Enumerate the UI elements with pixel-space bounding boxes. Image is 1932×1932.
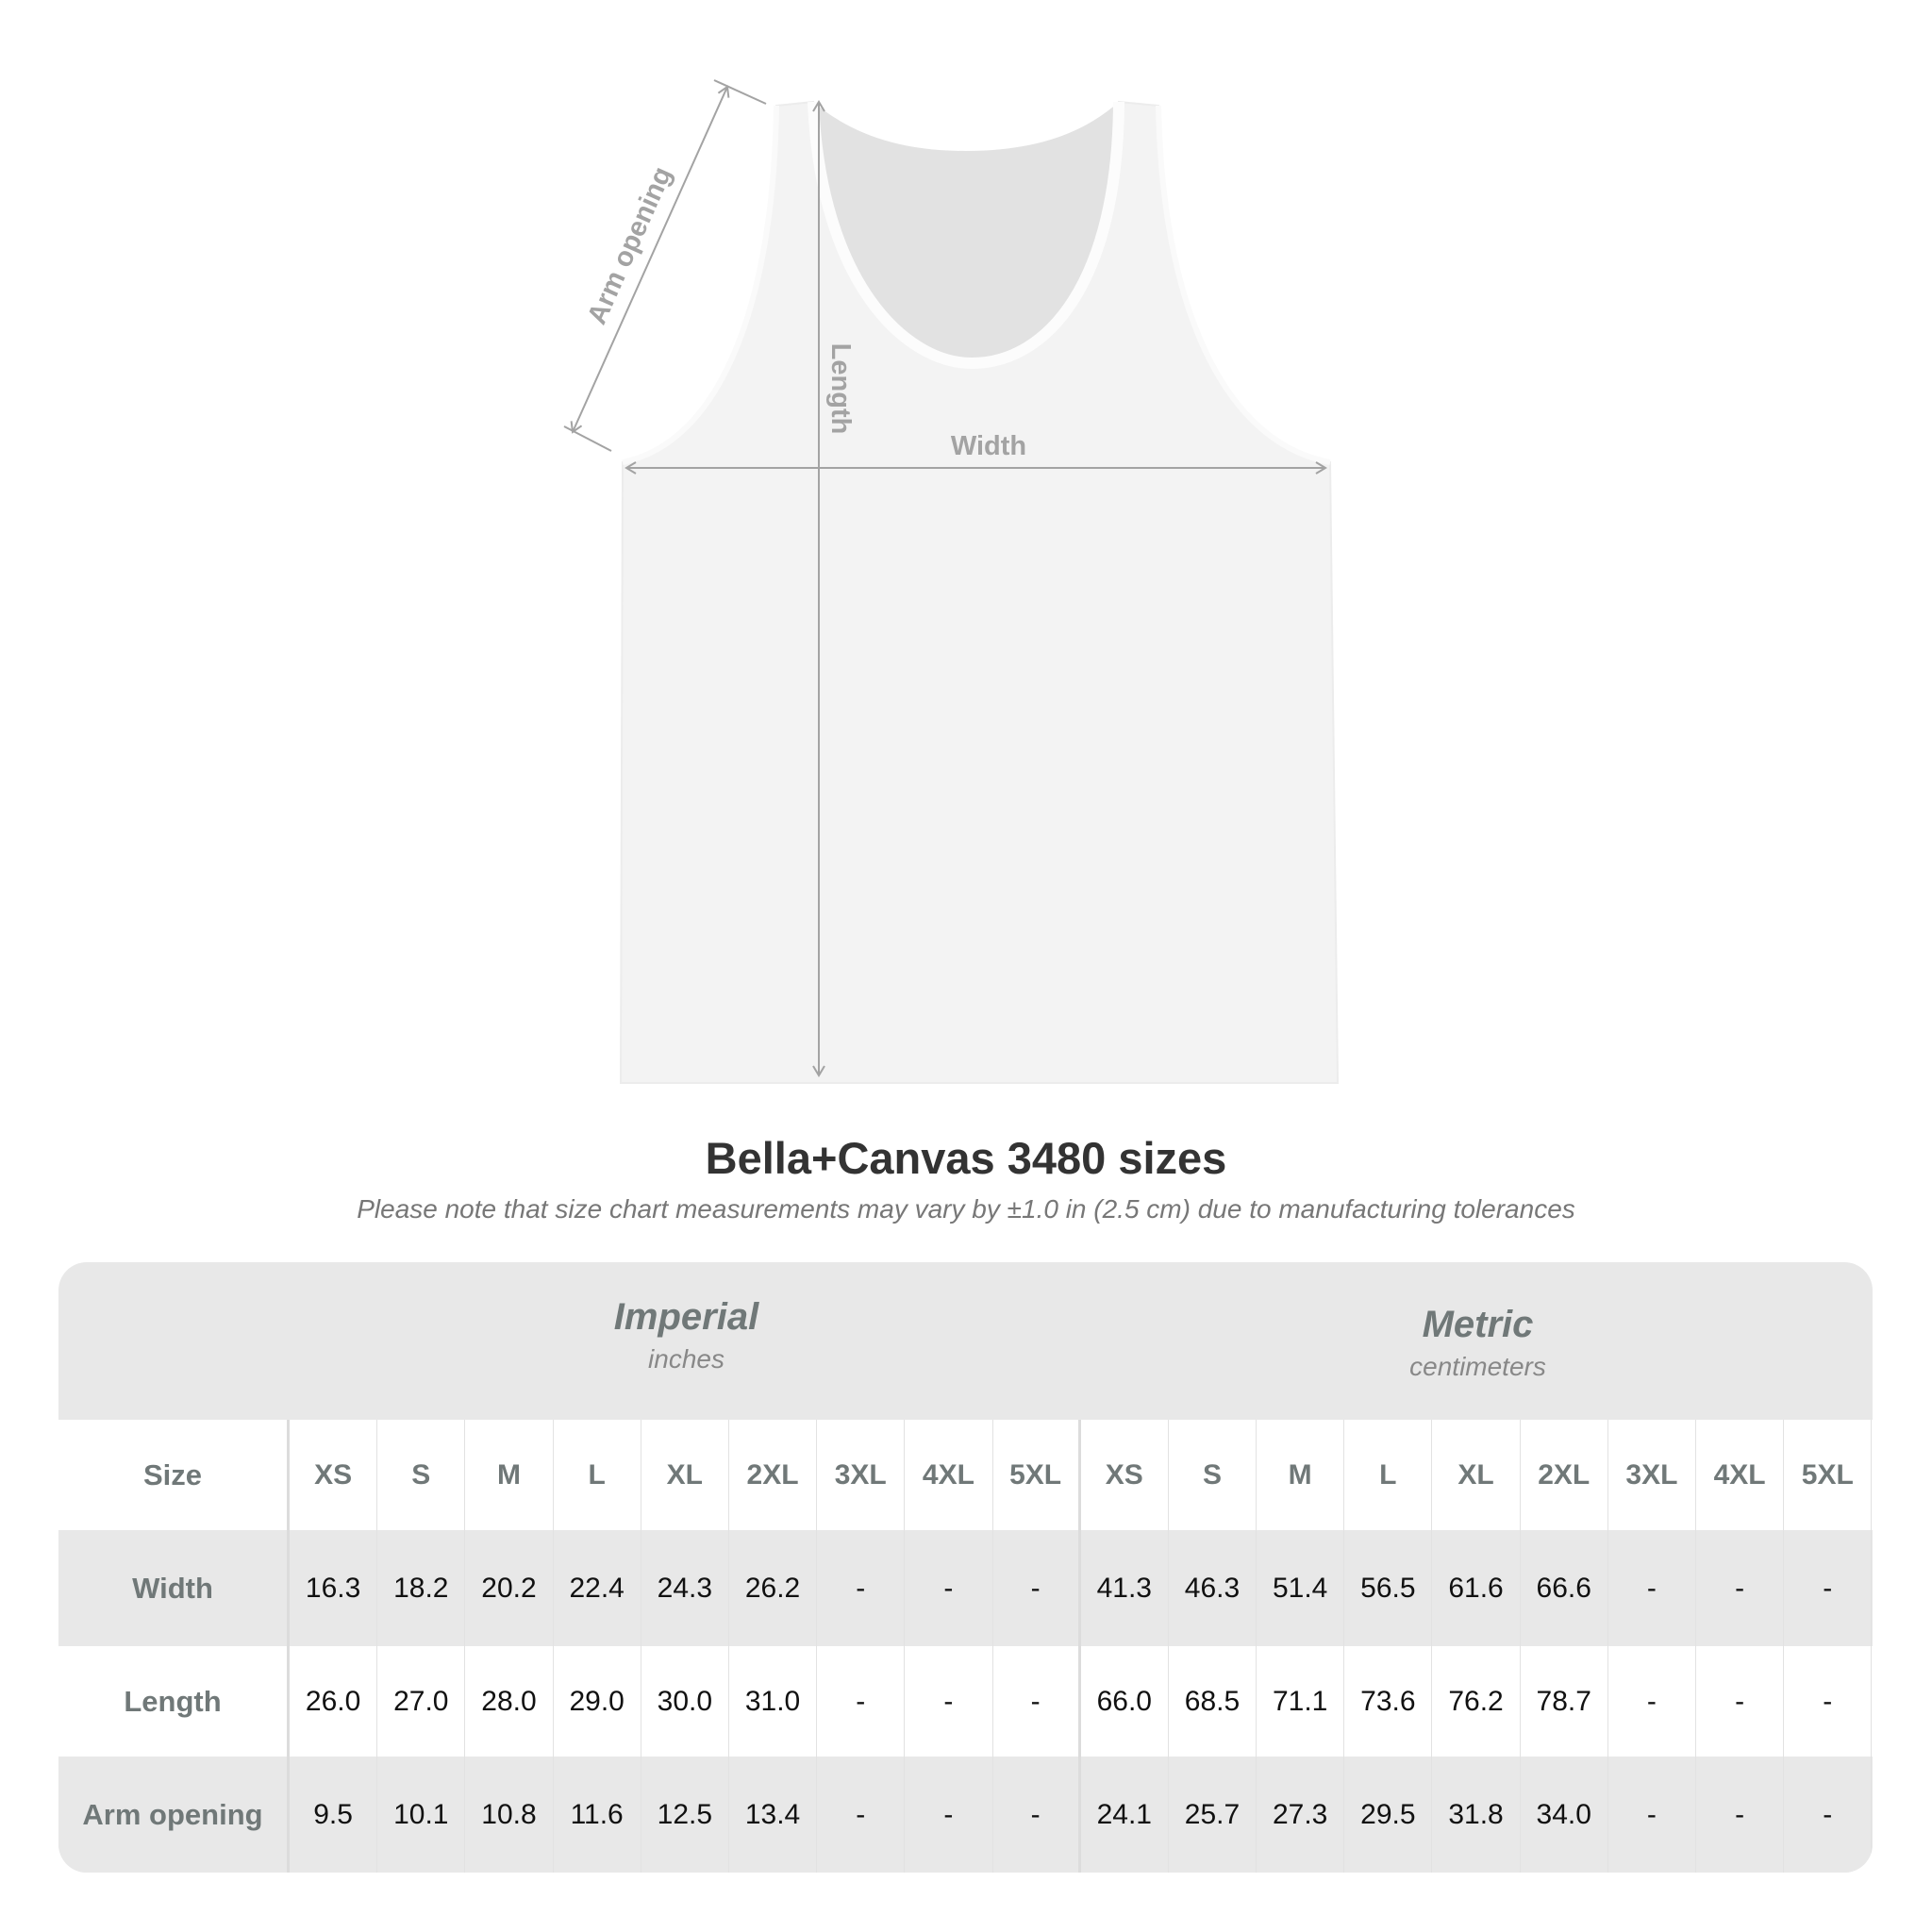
metric-label: Metric	[1422, 1304, 1534, 1345]
table-row: Arm opening 9.5 10.1 10.8 11.6 12.5 13.4- - -24.…	[58, 1757, 1873, 1873]
imperial-value-cell: 26.0	[290, 1646, 378, 1757]
arm-opening-tick-top	[713, 79, 767, 105]
imperial-value-cell: 18.2	[377, 1530, 466, 1646]
metric-value-cell: 27.3	[1257, 1757, 1345, 1873]
imperial-value-cell: 26.2	[729, 1530, 818, 1646]
imperial-value-cell: 13.4	[729, 1757, 818, 1873]
metric-value-cell: 61.6	[1432, 1530, 1521, 1646]
metric-header: Metric centimeters	[1083, 1262, 1873, 1420]
imperial-size-header: M	[465, 1420, 554, 1530]
width-label: Width	[951, 431, 1026, 461]
metric-value-cell: -	[1696, 1530, 1785, 1646]
metric-size-header: L	[1344, 1420, 1433, 1530]
metric-value-cell: 71.1	[1257, 1646, 1345, 1757]
imperial-value-cell: 27.0	[377, 1646, 466, 1757]
metric-size-header: 3XL	[1608, 1420, 1696, 1530]
row-label: Width	[58, 1530, 290, 1646]
imperial-value-cell: -	[905, 1646, 993, 1757]
metric-value-cell: 73.6	[1344, 1646, 1433, 1757]
imperial-value-cell: 29.0	[554, 1646, 641, 1757]
imperial-value-cell: -	[993, 1757, 1081, 1873]
metric-value-cell: 46.3	[1169, 1530, 1257, 1646]
length-label: Length	[825, 343, 856, 435]
metric-size-header: 4XL	[1696, 1420, 1785, 1530]
metric-value-cell: -	[1696, 1646, 1785, 1757]
metric-value-cell: -	[1784, 1646, 1873, 1757]
imperial-value-cell: 28.0	[465, 1646, 554, 1757]
imperial-label: Imperial	[613, 1296, 759, 1338]
table-row: Width 16.3 18.2 20.2 22.4 24.3 26.2- - -41.3 46.3…	[58, 1530, 1873, 1646]
metric-value-cell: 66.0	[1081, 1646, 1169, 1757]
metric-value-cell: -	[1784, 1530, 1873, 1646]
imperial-size-header: L	[554, 1420, 641, 1530]
metric-value-cell: 78.7	[1521, 1646, 1608, 1757]
tank-top-diagram: Arm opening Length Width	[563, 79, 1340, 1084]
imperial-value-cell: 10.1	[377, 1757, 466, 1873]
tank-top-illustration	[619, 100, 1340, 1084]
imperial-value-cell: 31.0	[729, 1646, 818, 1757]
metric-value-cell: 68.5	[1169, 1646, 1257, 1757]
imperial-size-header: 2XL	[729, 1420, 818, 1530]
imperial-value-cell: -	[905, 1530, 993, 1646]
metric-value-cell: 66.6	[1521, 1530, 1608, 1646]
metric-value-cell: 31.8	[1432, 1757, 1521, 1873]
metric-value-cell: 41.3	[1081, 1530, 1169, 1646]
imperial-value-cell: 20.2	[465, 1530, 554, 1646]
row-label: Arm opening	[58, 1757, 290, 1873]
imperial-value-cell: 22.4	[554, 1530, 641, 1646]
size-table: Imperial inches Metric centimeters Size X…	[58, 1262, 1873, 1873]
imperial-value-cell: -	[817, 1530, 906, 1646]
imperial-value-cell: 11.6	[554, 1757, 641, 1873]
imperial-value-cell: 9.5	[290, 1757, 378, 1873]
metric-value-cell: 34.0	[1521, 1757, 1608, 1873]
table-row: Length 26.0 27.0 28.0 29.0 30.0 31.0- - -66.0 68.…	[58, 1646, 1873, 1757]
imperial-value-cell: -	[905, 1757, 993, 1873]
imperial-value-cell: -	[993, 1646, 1081, 1757]
imperial-size-header: 3XL	[817, 1420, 906, 1530]
metric-value-cell: 51.4	[1257, 1530, 1345, 1646]
imperial-value-cell: -	[993, 1530, 1081, 1646]
metric-value-cell: -	[1608, 1757, 1696, 1873]
metric-size-header: 5XL	[1784, 1420, 1873, 1530]
chart-title: Bella+Canvas 3480 sizes	[705, 1133, 1227, 1183]
metric-value-cell: 25.7	[1169, 1757, 1257, 1873]
imperial-header: Imperial inches	[58, 1262, 1083, 1420]
imperial-size-header: 5XL	[993, 1420, 1081, 1530]
imperial-size-header: 4XL	[905, 1420, 993, 1530]
size-header-row: Size XS S M L XL 2XL 3XL 4XL 5XL XS S M L XL 2XL 3XL 4XL 5…	[58, 1420, 1873, 1530]
metric-value-cell: -	[1696, 1757, 1785, 1873]
imperial-value-cell: -	[817, 1757, 906, 1873]
metric-unit: centimeters	[1409, 1352, 1546, 1381]
metric-value-cell: 56.5	[1344, 1530, 1433, 1646]
imperial-value-cell: 16.3	[290, 1530, 378, 1646]
imperial-unit: inches	[648, 1344, 724, 1374]
metric-value-cell: 24.1	[1081, 1757, 1169, 1873]
imperial-value-cell: 30.0	[641, 1646, 729, 1757]
imperial-value-cell: 12.5	[641, 1757, 729, 1873]
row-label: Length	[58, 1646, 290, 1757]
metric-size-header: 2XL	[1521, 1420, 1608, 1530]
metric-size-header: M	[1257, 1420, 1345, 1530]
imperial-size-header: XL	[641, 1420, 729, 1530]
metric-size-header: S	[1169, 1420, 1257, 1530]
metric-size-header: XL	[1432, 1420, 1521, 1530]
arm-opening-tick-bottom	[563, 425, 612, 452]
tolerance-note: Please note that size chart measurements…	[357, 1194, 1575, 1224]
metric-value-cell: -	[1608, 1646, 1696, 1757]
metric-value-cell: 76.2	[1432, 1646, 1521, 1757]
metric-value-cell: -	[1608, 1530, 1696, 1646]
imperial-value-cell: -	[817, 1646, 906, 1757]
metric-size-header: XS	[1081, 1420, 1169, 1530]
metric-value-cell: 29.5	[1344, 1757, 1433, 1873]
metric-value-cell: -	[1784, 1757, 1873, 1873]
size-header-label: Size	[58, 1420, 290, 1530]
imperial-value-cell: 10.8	[465, 1757, 554, 1873]
imperial-size-header: S	[377, 1420, 466, 1530]
imperial-value-cell: 24.3	[641, 1530, 729, 1646]
imperial-size-header: XS	[290, 1420, 378, 1530]
arm-opening-arrow	[570, 85, 730, 434]
